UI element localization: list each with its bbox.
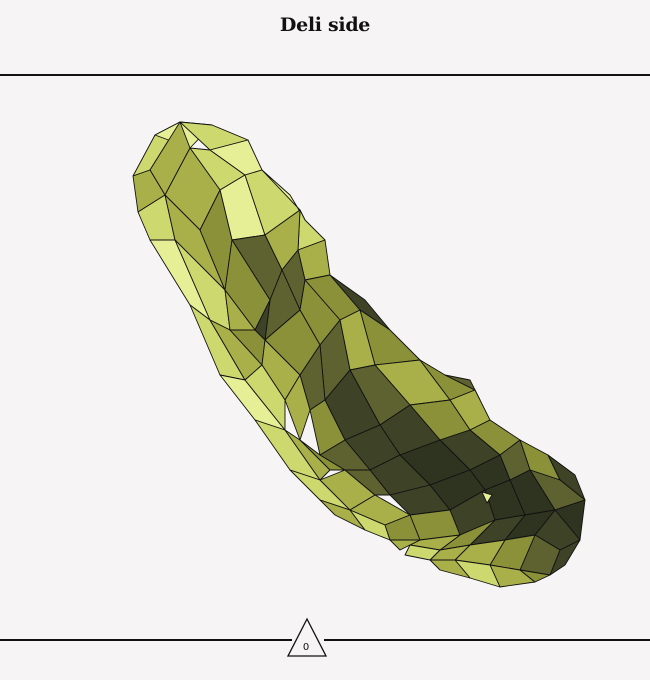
footer: 0 [0,600,650,680]
pickle-facet [519,569,551,583]
header: Deli side [0,0,650,75]
pickle-facet [481,491,493,504]
counter-value: 0 [303,642,309,653]
page-title: Deli side [279,14,371,36]
counter-triangle-icon[interactable] [286,617,328,657]
pickle-model[interactable] [0,76,650,640]
top-divider [0,74,650,76]
pickle-stage[interactable] [0,76,650,640]
pickle-facet [429,559,471,579]
